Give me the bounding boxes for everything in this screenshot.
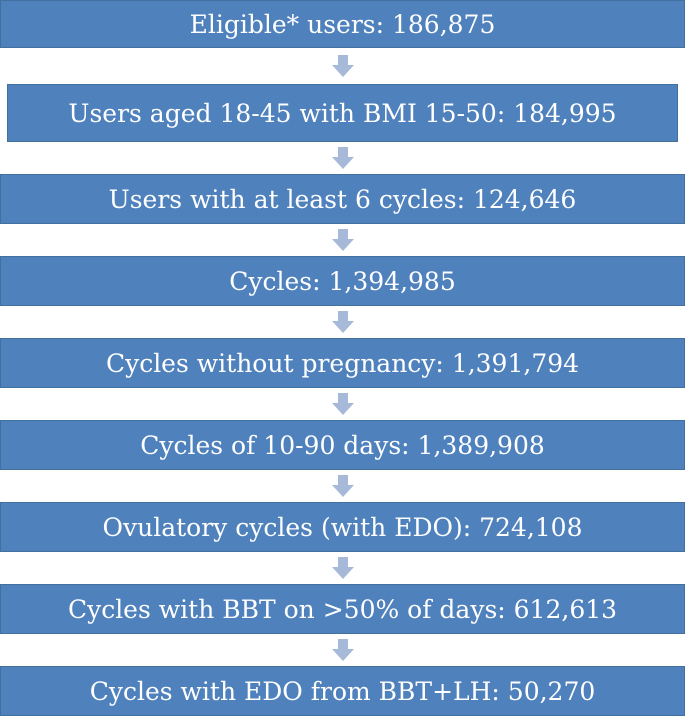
down-arrow-icon: [332, 639, 354, 661]
step-box-cycles: Cycles: 1,394,985: [0, 256, 685, 306]
down-arrow-icon: [332, 229, 354, 251]
step-box-bbt-coverage: Cycles with BBT on >50% of days: 612,613: [0, 584, 685, 634]
step-label: Cycles of 10-90 days: 1,389,908: [140, 430, 545, 460]
down-arrow-icon: [332, 475, 354, 497]
step-label: Users with at least 6 cycles: 124,646: [108, 184, 577, 214]
step-label: Cycles with BBT on >50% of days: 612,613: [67, 594, 618, 624]
step-label: Eligible* users: 186,875: [189, 9, 496, 39]
step-box-edo-bbt-lh: Cycles with EDO from BBT+LH: 50,270: [0, 666, 685, 716]
step-label: Cycles without pregnancy: 1,391,794: [105, 348, 580, 378]
step-label: Ovulatory cycles (with EDO): 724,108: [102, 512, 583, 542]
step-box-age-bmi: Users aged 18-45 with BMI 15-50: 184,995: [7, 84, 678, 142]
down-arrow-icon: [332, 55, 354, 77]
step-label: Cycles: 1,394,985: [229, 266, 456, 296]
step-box-no-pregnancy: Cycles without pregnancy: 1,391,794: [0, 338, 685, 388]
step-box-cycle-length: Cycles of 10-90 days: 1,389,908: [0, 420, 685, 470]
down-arrow-icon: [332, 311, 354, 333]
down-arrow-icon: [332, 393, 354, 415]
down-arrow-icon: [332, 557, 354, 579]
down-arrow-icon: [332, 147, 354, 169]
step-box-eligible-users: Eligible* users: 186,875: [0, 0, 685, 48]
step-label: Cycles with EDO from BBT+LH: 50,270: [89, 676, 596, 706]
step-label: Users aged 18-45 with BMI 15-50: 184,995: [68, 98, 617, 128]
step-box-ovulatory: Ovulatory cycles (with EDO): 724,108: [0, 502, 685, 552]
step-box-min-cycles: Users with at least 6 cycles: 124,646: [0, 174, 685, 224]
